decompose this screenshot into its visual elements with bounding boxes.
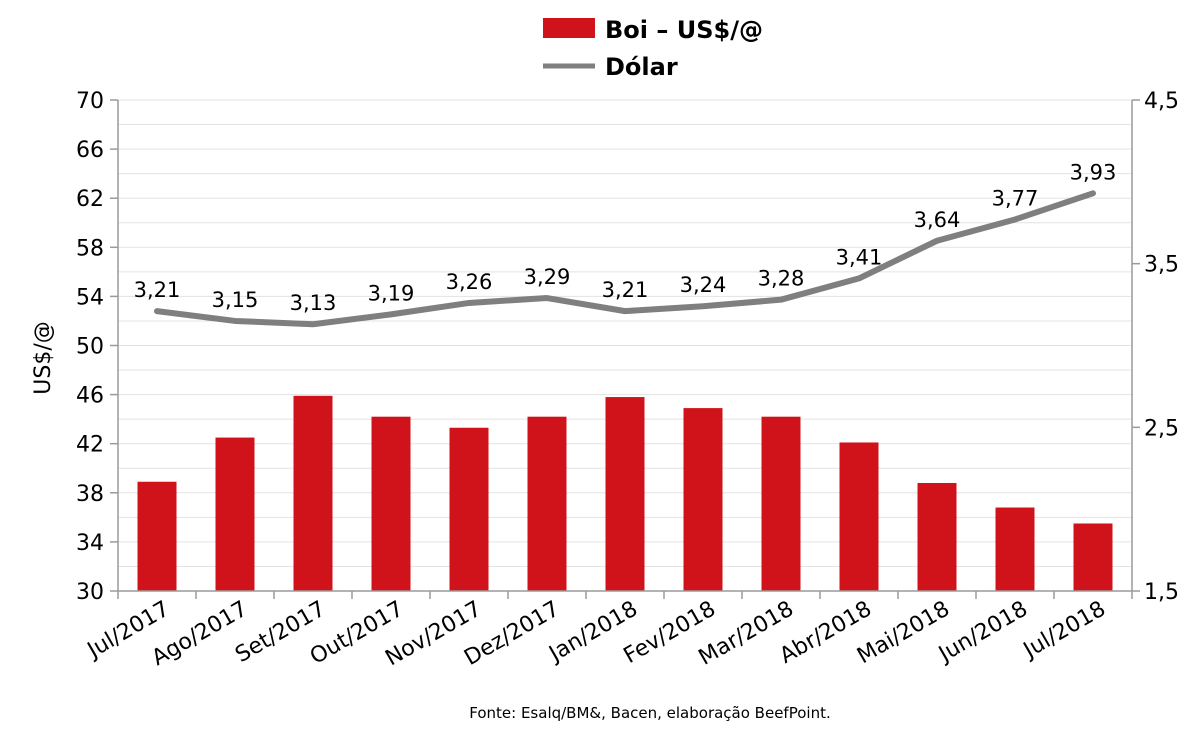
dollar-line xyxy=(154,190,1096,328)
dollar-data-label: 3,24 xyxy=(680,273,727,297)
bar-set-2017 xyxy=(293,395,333,591)
y-left-tick-label: 46 xyxy=(76,384,104,409)
bar-jan-2018 xyxy=(605,397,645,591)
bar-jul-2018 xyxy=(1073,523,1113,591)
y-left-tick-label: 70 xyxy=(76,89,104,114)
dollar-data-label: 3,93 xyxy=(1070,160,1117,184)
bar-dez-2017 xyxy=(527,416,567,591)
dollar-data-label: 3,64 xyxy=(914,208,961,232)
y-left-tick-label: 38 xyxy=(76,482,104,507)
bar-nov-2017 xyxy=(449,427,489,591)
bar-out-2017 xyxy=(371,416,411,591)
dollar-series-line xyxy=(154,190,1096,328)
y-right-tick-label: 4,5 xyxy=(1144,89,1179,114)
dollar-data-label: 3,13 xyxy=(290,291,337,315)
x-tick-label: Jun/2018 xyxy=(933,597,1032,669)
y-left-tick-label: 30 xyxy=(76,580,104,605)
legend-label-dolar: Dólar xyxy=(605,53,678,81)
dollar-data-label: 3,28 xyxy=(758,267,805,291)
dollar-data-label: 3,19 xyxy=(368,281,415,305)
y-right-tick-label: 2,5 xyxy=(1144,416,1179,441)
y-left-tick-label: 58 xyxy=(76,236,104,261)
bar-jul-2017 xyxy=(137,481,177,591)
dollar-data-label: 3,77 xyxy=(992,186,1039,210)
bar-fev-2018 xyxy=(683,408,723,591)
legend: Boi – US$/@ Dólar xyxy=(543,16,763,81)
bar-mar-2018 xyxy=(761,416,801,591)
y-left-tick-label: 42 xyxy=(76,433,104,458)
dollar-data-label: 3,15 xyxy=(212,288,259,312)
bar-jun-2018 xyxy=(995,507,1035,591)
bar-mai-2018 xyxy=(917,482,957,591)
legend-label-boi: Boi – US$/@ xyxy=(605,16,763,44)
y-right-tick-label: 1,5 xyxy=(1144,580,1179,605)
dollar-data-label: 3,26 xyxy=(446,270,493,294)
source-note: Fonte: Esalq/BM&, Bacen, elaboração Beef… xyxy=(469,704,830,722)
y-left-tick-label: 50 xyxy=(76,335,104,360)
data-labels: 3,21 3,15 3,13 3,19 3,26 3,29 3,21 3,24 3,28 3,41… xyxy=(134,160,1117,315)
y-axis-label: US$/@ xyxy=(31,321,56,394)
dollar-data-label: 3,41 xyxy=(836,245,883,269)
legend-swatch-boi xyxy=(543,18,595,38)
bars xyxy=(137,395,1113,591)
dollar-data-label: 3,21 xyxy=(602,278,649,302)
y-left-tick-label: 34 xyxy=(76,531,104,556)
x-tick-label: Jul/2018 xyxy=(1018,597,1110,665)
bar-ago-2017 xyxy=(215,437,255,591)
dollar-data-label: 3,21 xyxy=(134,278,181,302)
dollar-data-label: 3,29 xyxy=(524,265,571,289)
y-left-tick-label: 54 xyxy=(76,285,104,310)
y-right-tick-label: 3,5 xyxy=(1144,253,1179,278)
y-left-tick-label: 66 xyxy=(76,138,104,163)
y-left-tick-label: 62 xyxy=(76,187,104,212)
bar-abr-2018 xyxy=(839,442,879,591)
